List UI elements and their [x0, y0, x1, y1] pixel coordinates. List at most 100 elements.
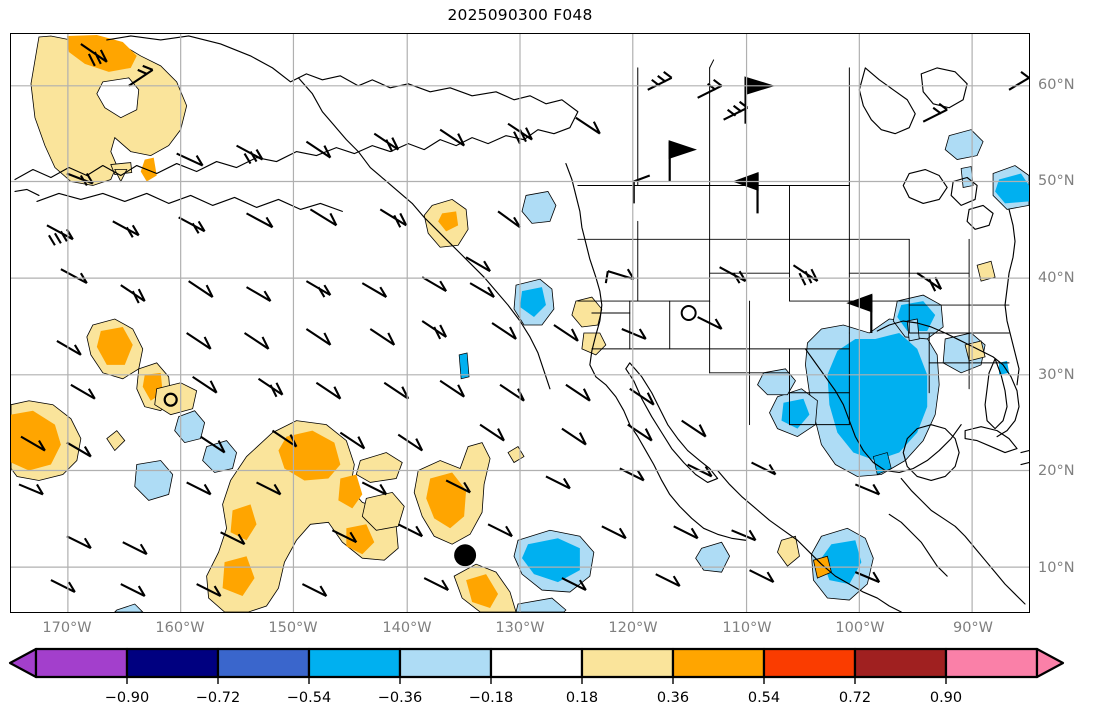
wind-barb-icon	[120, 583, 146, 597]
wind-barb-icon	[236, 144, 264, 165]
wind-barb-icon	[479, 423, 505, 442]
contour-yellow	[106, 430, 126, 452]
wind-barb-icon	[256, 481, 282, 496]
contour-orange	[140, 157, 157, 182]
wind-barb-icon	[301, 583, 328, 597]
colorbar-segment	[216, 647, 311, 679]
wind-barb-icon	[744, 76, 776, 124]
wind-barb-icon	[122, 541, 148, 556]
wind-barb-icon	[305, 328, 332, 346]
wind-barb-icon	[697, 316, 723, 330]
contour-hole	[96, 77, 140, 119]
contour-lightblue	[521, 191, 557, 224]
colorbar-svg[interactable]	[0, 645, 1105, 685]
contour-lightblue	[202, 440, 237, 473]
gridline-layer	[11, 34, 1029, 612]
colorbar-tick-label: −0.72	[195, 690, 241, 706]
wind-barb-icon	[66, 535, 92, 550]
xtick-label: 120°W	[608, 620, 658, 636]
contour-orange	[11, 410, 61, 471]
wind-barb-icon	[257, 377, 284, 398]
colorbar-tick-label: −0.18	[468, 690, 514, 706]
contour-lightblue	[515, 597, 567, 612]
wind-barb-icon	[331, 529, 358, 544]
contour-yellow	[355, 452, 403, 483]
wind-barb-icon	[18, 483, 44, 496]
wind-barb-icon	[196, 583, 222, 597]
contour-yellow	[361, 491, 405, 531]
wind-barb-icon	[423, 577, 450, 592]
wind-barb-icon	[681, 419, 707, 438]
xtick-label: 170°W	[42, 620, 92, 636]
wind-barb-icon	[621, 328, 647, 340]
wind-barb-icon	[673, 525, 699, 540]
wind-barb-icon	[697, 79, 723, 99]
wind-barb-icon	[361, 481, 388, 496]
wind-barb-icon	[469, 282, 495, 298]
wind-barb-icon	[465, 256, 491, 273]
colorbar-segment	[398, 647, 493, 679]
colorbar-segment	[34, 647, 129, 679]
wind-barb-icon	[373, 132, 400, 153]
point-marker-icon[interactable]	[454, 544, 477, 567]
colorbar-tick-label: 0.36	[656, 690, 690, 706]
wind-barb-icon	[1008, 71, 1029, 91]
wind-barb-icon	[200, 435, 226, 454]
contour-cyan	[520, 287, 546, 318]
wind-barb-icon	[243, 332, 270, 350]
page-title: 2025090300 F048	[447, 6, 593, 24]
colorbar-tick-label: 0.54	[747, 690, 781, 706]
colorbar[interactable]: −0.90 −0.72 −0.54 −0.36 −0.18 0.18 0.36 …	[0, 645, 1105, 712]
wind-barb-icon	[723, 100, 749, 121]
wind-barb-icon	[545, 475, 571, 490]
wind-barb-icon	[751, 461, 777, 476]
wind-barb-icon	[668, 140, 697, 182]
wind-barb-icon	[379, 208, 408, 228]
map-canvas[interactable]	[11, 34, 1029, 612]
wind-barb-icon	[246, 212, 274, 229]
wind-barb-icon	[561, 427, 587, 446]
wind-barb-icon	[188, 280, 214, 298]
colorbar-tick-label: 0.90	[929, 690, 963, 706]
wind-barb-icon	[487, 523, 513, 538]
contour-yellow	[571, 296, 603, 328]
contour-orange	[96, 326, 133, 365]
wind-barb-icon	[305, 280, 332, 298]
colorbar-segment	[580, 647, 675, 679]
wind-barb-icon	[246, 286, 272, 302]
wind-barb-icon	[70, 383, 96, 400]
wind-barb-icon	[56, 340, 82, 356]
wind-barb-icon	[846, 293, 873, 333]
wind-barb-icon	[309, 208, 338, 227]
wind-barb-icon	[421, 276, 448, 293]
colorbar-segment	[853, 647, 948, 679]
wind-barb-layer	[18, 43, 1029, 597]
xtick-label: 90°W	[952, 620, 994, 636]
contour-cyan	[458, 352, 470, 380]
ytick-label: 60°N	[1038, 77, 1075, 93]
contour-lightblue	[174, 410, 206, 444]
wind-barb-icon	[397, 523, 424, 538]
wind-barb-icon	[315, 381, 342, 400]
map-axes[interactable]	[10, 33, 1030, 613]
wind-barb-icon	[749, 569, 775, 584]
xtick-label: 160°W	[155, 620, 205, 636]
wind-barb-icon	[66, 441, 92, 458]
wind-barb-icon	[731, 529, 757, 542]
ytick-label: 30°N	[1038, 367, 1075, 383]
wind-barb-icon	[439, 379, 466, 398]
contour-orange	[338, 474, 363, 509]
wind-barb-icon	[647, 71, 673, 91]
contour-cyan	[781, 398, 810, 429]
contour-cyan	[872, 452, 892, 475]
colorbar-ticks	[126, 677, 947, 684]
wind-barb-icon	[305, 140, 332, 159]
wind-barb-icon	[361, 282, 388, 298]
wind-barb-icon	[497, 210, 521, 229]
wind-barb-icon	[627, 423, 653, 442]
wind-barb-icon	[792, 264, 819, 286]
contour-lightblue	[944, 129, 984, 160]
xtick-label: 110°W	[722, 620, 772, 636]
wind-barb-icon	[20, 435, 46, 452]
